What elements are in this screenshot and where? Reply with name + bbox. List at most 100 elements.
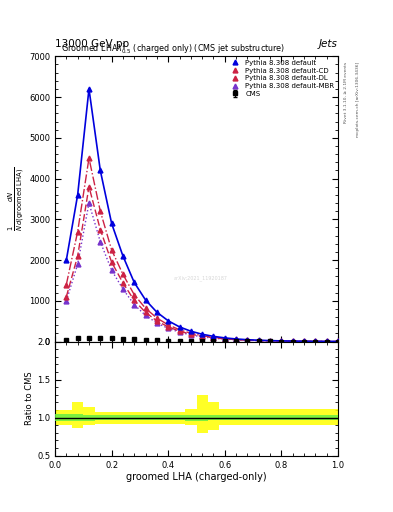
Pythia 8.308 default xyxy=(143,297,148,303)
X-axis label: groomed LHA (charged-only): groomed LHA (charged-only) xyxy=(126,472,267,482)
Bar xyxy=(72,402,83,429)
Pythia 8.308 default xyxy=(98,167,103,174)
Y-axis label: Ratio to CMS: Ratio to CMS xyxy=(25,372,34,425)
Pythia 8.308 default xyxy=(211,333,216,339)
Pythia 8.308 default xyxy=(86,86,91,92)
Pythia 8.308 default-DL xyxy=(154,318,159,324)
Bar xyxy=(83,415,95,421)
Bar xyxy=(185,409,196,425)
Bar xyxy=(95,412,140,424)
Pythia 8.308 default-CD xyxy=(268,338,272,344)
Pythia 8.308 default-DL xyxy=(177,328,182,334)
Pythia 8.308 default-DL xyxy=(336,338,340,345)
Text: arXiv:2021_11920187: arXiv:2021_11920187 xyxy=(174,275,228,281)
Pythia 8.308 default-CD xyxy=(256,337,261,344)
Pythia 8.308 default-CD xyxy=(189,330,193,336)
Pythia 8.308 default-CD xyxy=(245,337,250,343)
Bar xyxy=(185,415,196,421)
Pythia 8.308 default-CD xyxy=(200,333,204,339)
Pythia 8.308 default-MBR xyxy=(324,338,329,345)
Pythia 8.308 default xyxy=(268,337,272,344)
Pythia 8.308 default-MBR xyxy=(75,261,80,267)
Pythia 8.308 default-MBR xyxy=(121,286,125,292)
Pythia 8.308 default-MBR xyxy=(109,267,114,273)
Bar xyxy=(83,407,95,425)
Pythia 8.308 default-DL xyxy=(189,331,193,337)
Pythia 8.308 default-CD xyxy=(109,247,114,253)
Pythia 8.308 default-CD xyxy=(166,322,171,328)
Pythia 8.308 default-DL xyxy=(86,184,91,190)
Bar xyxy=(196,415,208,421)
Text: mcplots.cern.ch [arXiv:1306.3436]: mcplots.cern.ch [arXiv:1306.3436] xyxy=(356,61,360,137)
Pythia 8.308 default xyxy=(109,220,114,226)
Text: Rivet 3.1.10, ≥ 2.1M events: Rivet 3.1.10, ≥ 2.1M events xyxy=(344,61,348,122)
Pythia 8.308 default xyxy=(324,338,329,345)
Bar xyxy=(196,395,208,433)
Pythia 8.308 default-CD xyxy=(86,155,91,161)
Pythia 8.308 default xyxy=(75,192,80,198)
Pythia 8.308 default-DL xyxy=(200,333,204,339)
Pythia 8.308 default xyxy=(279,338,284,344)
Pythia 8.308 default-MBR xyxy=(336,338,340,345)
Pythia 8.308 default-CD xyxy=(290,338,295,344)
Pythia 8.308 default-CD xyxy=(302,338,307,345)
Pythia 8.308 default-CD xyxy=(324,338,329,345)
Bar xyxy=(208,415,219,420)
Bar xyxy=(55,410,72,425)
Line: Pythia 8.308 default: Pythia 8.308 default xyxy=(64,87,340,344)
Pythia 8.308 default-MBR xyxy=(200,334,204,340)
Pythia 8.308 default-CD xyxy=(177,327,182,333)
Pythia 8.308 default-DL xyxy=(211,335,216,341)
Pythia 8.308 default-CD xyxy=(313,338,318,345)
Legend: Pythia 8.308 default, Pythia 8.308 default-CD, Pythia 8.308 default-DL, Pythia 8: Pythia 8.308 default, Pythia 8.308 defau… xyxy=(226,58,336,98)
Pythia 8.308 default-DL xyxy=(302,338,307,345)
Text: Groomed LHA$\lambda^{1}_{0.5}$ (charged only) (CMS jet substructure): Groomed LHA$\lambda^{1}_{0.5}$ (charged … xyxy=(61,41,285,56)
Pythia 8.308 default-MBR xyxy=(302,338,307,345)
Pythia 8.308 default-DL xyxy=(121,280,125,286)
Pythia 8.308 default-DL xyxy=(279,338,284,344)
Pythia 8.308 default-DL xyxy=(75,253,80,259)
Pythia 8.308 default xyxy=(189,328,193,334)
Pythia 8.308 default-MBR xyxy=(279,338,284,344)
Pythia 8.308 default-DL xyxy=(268,338,272,344)
Bar xyxy=(140,412,185,424)
Pythia 8.308 default-MBR xyxy=(64,298,69,304)
Pythia 8.308 default-DL xyxy=(256,337,261,344)
Pythia 8.308 default-CD xyxy=(279,338,284,344)
Bar xyxy=(55,414,72,421)
Bar xyxy=(219,415,338,420)
Bar xyxy=(72,414,83,421)
Pythia 8.308 default-MBR xyxy=(154,320,159,326)
Pythia 8.308 default-DL xyxy=(143,309,148,315)
Pythia 8.308 default-CD xyxy=(64,282,69,288)
Pythia 8.308 default xyxy=(290,338,295,344)
Pythia 8.308 default xyxy=(302,338,307,344)
Pythia 8.308 default-MBR xyxy=(245,337,250,344)
Pythia 8.308 default-MBR xyxy=(234,337,239,343)
Pythia 8.308 default xyxy=(245,336,250,343)
Pythia 8.308 default xyxy=(177,324,182,330)
Text: 13000 GeV pp: 13000 GeV pp xyxy=(55,38,129,49)
Line: Pythia 8.308 default-CD: Pythia 8.308 default-CD xyxy=(64,156,340,344)
Pythia 8.308 default-MBR xyxy=(189,332,193,338)
Pythia 8.308 default-DL xyxy=(222,336,227,342)
Pythia 8.308 default xyxy=(256,337,261,344)
Bar xyxy=(208,402,219,430)
Pythia 8.308 default-MBR xyxy=(98,239,103,245)
Pythia 8.308 default-DL xyxy=(64,294,69,300)
Pythia 8.308 default-DL xyxy=(324,338,329,345)
Pythia 8.308 default-MBR xyxy=(166,325,171,331)
Pythia 8.308 default xyxy=(64,257,69,263)
Pythia 8.308 default-DL xyxy=(234,336,239,343)
Pythia 8.308 default-DL xyxy=(166,324,171,330)
Pythia 8.308 default-CD xyxy=(132,292,137,298)
Pythia 8.308 default xyxy=(313,338,318,345)
Pythia 8.308 default-CD xyxy=(143,305,148,311)
Pythia 8.308 default-MBR xyxy=(143,312,148,318)
Pythia 8.308 default-MBR xyxy=(177,329,182,335)
Pythia 8.308 default xyxy=(121,253,125,259)
Pythia 8.308 default-CD xyxy=(121,271,125,278)
Pythia 8.308 default xyxy=(336,338,340,345)
Line: Pythia 8.308 default-DL: Pythia 8.308 default-DL xyxy=(64,184,340,344)
Pythia 8.308 default xyxy=(154,309,159,315)
